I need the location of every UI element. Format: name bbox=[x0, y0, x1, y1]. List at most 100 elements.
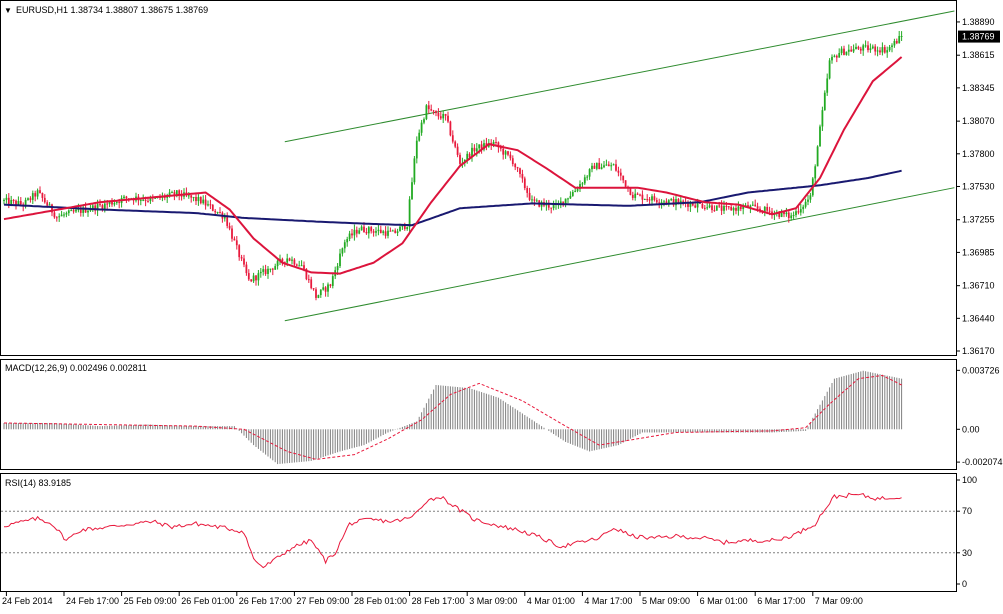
candle-body bbox=[838, 53, 841, 58]
candle-body bbox=[600, 167, 603, 170]
candle-body bbox=[715, 205, 718, 211]
candle-body bbox=[792, 214, 795, 216]
candle-body bbox=[787, 212, 790, 218]
candle-body bbox=[451, 135, 454, 142]
candle-body bbox=[199, 196, 202, 204]
price-tick-label: 1.38615 bbox=[962, 50, 995, 60]
candle-body bbox=[60, 214, 63, 217]
candle-body bbox=[730, 206, 733, 211]
candle-body bbox=[891, 45, 893, 47]
macd-panel-frame bbox=[0, 359, 957, 470]
candle-body bbox=[847, 49, 850, 52]
candle-body bbox=[655, 200, 658, 203]
candle-body bbox=[303, 265, 305, 269]
candle-body bbox=[339, 253, 341, 267]
candle-body bbox=[190, 195, 193, 198]
menu-arrow-icon[interactable]: ▼ bbox=[4, 6, 12, 15]
candle-body bbox=[509, 154, 512, 159]
candle-body bbox=[828, 60, 831, 79]
candle-body bbox=[106, 203, 109, 205]
candle-body bbox=[367, 227, 370, 234]
price-tick-label: 1.38070 bbox=[962, 116, 995, 126]
candle-body bbox=[826, 78, 829, 93]
time-tick-label: 4 Mar 01:00 bbox=[527, 596, 575, 606]
candle-body bbox=[660, 202, 663, 204]
candle-body bbox=[139, 199, 142, 201]
time-axis: 24 Feb 2014 24 Feb 17:00 25 Feb 09:00 26 Fe… bbox=[2, 592, 863, 606]
macd-tick-label: 0.003726 bbox=[962, 365, 1000, 375]
candle-body bbox=[396, 231, 399, 233]
candle-body bbox=[65, 213, 68, 215]
candle-body bbox=[576, 189, 579, 191]
candle-body bbox=[413, 158, 416, 183]
candle-body bbox=[394, 230, 397, 233]
candle-body bbox=[427, 105, 430, 110]
time-tick-label: 26 Feb 17:00 bbox=[239, 596, 292, 606]
candle-body bbox=[478, 144, 481, 149]
candle-body bbox=[667, 200, 670, 204]
candle-body bbox=[439, 116, 442, 119]
candle-body bbox=[240, 257, 243, 259]
candle-body bbox=[70, 210, 73, 212]
candle-body bbox=[785, 212, 788, 215]
candle-body bbox=[492, 141, 495, 145]
candle-body bbox=[881, 47, 884, 53]
candle-body bbox=[797, 211, 800, 213]
candle-body bbox=[281, 258, 284, 262]
candle-body bbox=[691, 203, 694, 206]
candle-body bbox=[101, 205, 104, 209]
rsi-tick-label: 30 bbox=[962, 548, 972, 558]
candle-body bbox=[768, 210, 771, 212]
channel-lower-line bbox=[284, 187, 955, 322]
candle-body bbox=[360, 226, 363, 231]
rsi-label: RSI(14) 83.9185 bbox=[5, 478, 71, 488]
candle-body bbox=[372, 231, 375, 233]
candle-body bbox=[751, 204, 754, 206]
candle-body bbox=[727, 206, 730, 208]
candle-body bbox=[211, 204, 214, 211]
candle-body bbox=[387, 230, 389, 236]
candle-body bbox=[180, 195, 183, 197]
candle-body bbox=[142, 199, 145, 201]
price-axis: 1.38890 1.38615 1.38345 1.38070 1.37800 1.375… bbox=[956, 17, 1000, 356]
candle-body bbox=[723, 206, 725, 211]
candle-body bbox=[329, 284, 332, 286]
candle-body bbox=[725, 206, 728, 208]
candle-body bbox=[29, 198, 32, 200]
candle-body bbox=[835, 55, 838, 58]
candle-body bbox=[564, 198, 567, 205]
rsi-panel-frame bbox=[0, 473, 957, 592]
macd-indicator bbox=[3, 370, 903, 465]
candle-body bbox=[766, 206, 769, 211]
candle-body bbox=[219, 212, 221, 214]
candle-body bbox=[874, 46, 877, 52]
candle-body bbox=[622, 175, 625, 181]
time-tick-label: 5 Mar 09:00 bbox=[642, 596, 690, 606]
candle-body bbox=[418, 132, 421, 141]
candle-body bbox=[641, 194, 644, 200]
candle-body bbox=[346, 239, 349, 243]
candle-body bbox=[39, 190, 41, 194]
candle-body bbox=[831, 56, 833, 61]
candle-body bbox=[262, 269, 265, 272]
candle-body bbox=[795, 211, 797, 215]
candle-body bbox=[689, 203, 692, 207]
candle-body bbox=[586, 176, 589, 178]
candle-body bbox=[79, 209, 82, 213]
candle-body bbox=[867, 45, 869, 51]
candle-body bbox=[231, 228, 233, 239]
candle-body bbox=[862, 45, 865, 51]
candle-body bbox=[89, 209, 92, 211]
candle-body bbox=[574, 190, 577, 193]
candle-body bbox=[34, 193, 37, 197]
candle-body bbox=[72, 210, 75, 212]
candle-body bbox=[63, 214, 65, 216]
candle-body bbox=[499, 147, 502, 149]
candle-body bbox=[687, 203, 689, 207]
candle-body bbox=[84, 207, 87, 213]
candle-body bbox=[528, 192, 531, 200]
candle-body bbox=[675, 199, 677, 206]
candle-body bbox=[605, 164, 608, 166]
candle-body bbox=[226, 216, 229, 226]
candle-body bbox=[75, 209, 77, 212]
